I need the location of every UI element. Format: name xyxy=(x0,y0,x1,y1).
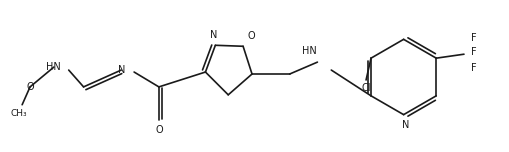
Text: N: N xyxy=(402,120,409,130)
Text: N: N xyxy=(118,65,125,75)
Text: F: F xyxy=(471,33,477,43)
Text: F: F xyxy=(471,47,477,57)
Text: Cl: Cl xyxy=(361,83,371,93)
Text: O: O xyxy=(247,31,255,41)
Text: F: F xyxy=(471,63,477,73)
Text: O: O xyxy=(26,82,34,92)
Text: HN: HN xyxy=(302,46,317,56)
Text: HN: HN xyxy=(46,62,61,72)
Text: O: O xyxy=(155,124,163,135)
Text: N: N xyxy=(210,30,217,40)
Text: CH₃: CH₃ xyxy=(11,109,27,118)
